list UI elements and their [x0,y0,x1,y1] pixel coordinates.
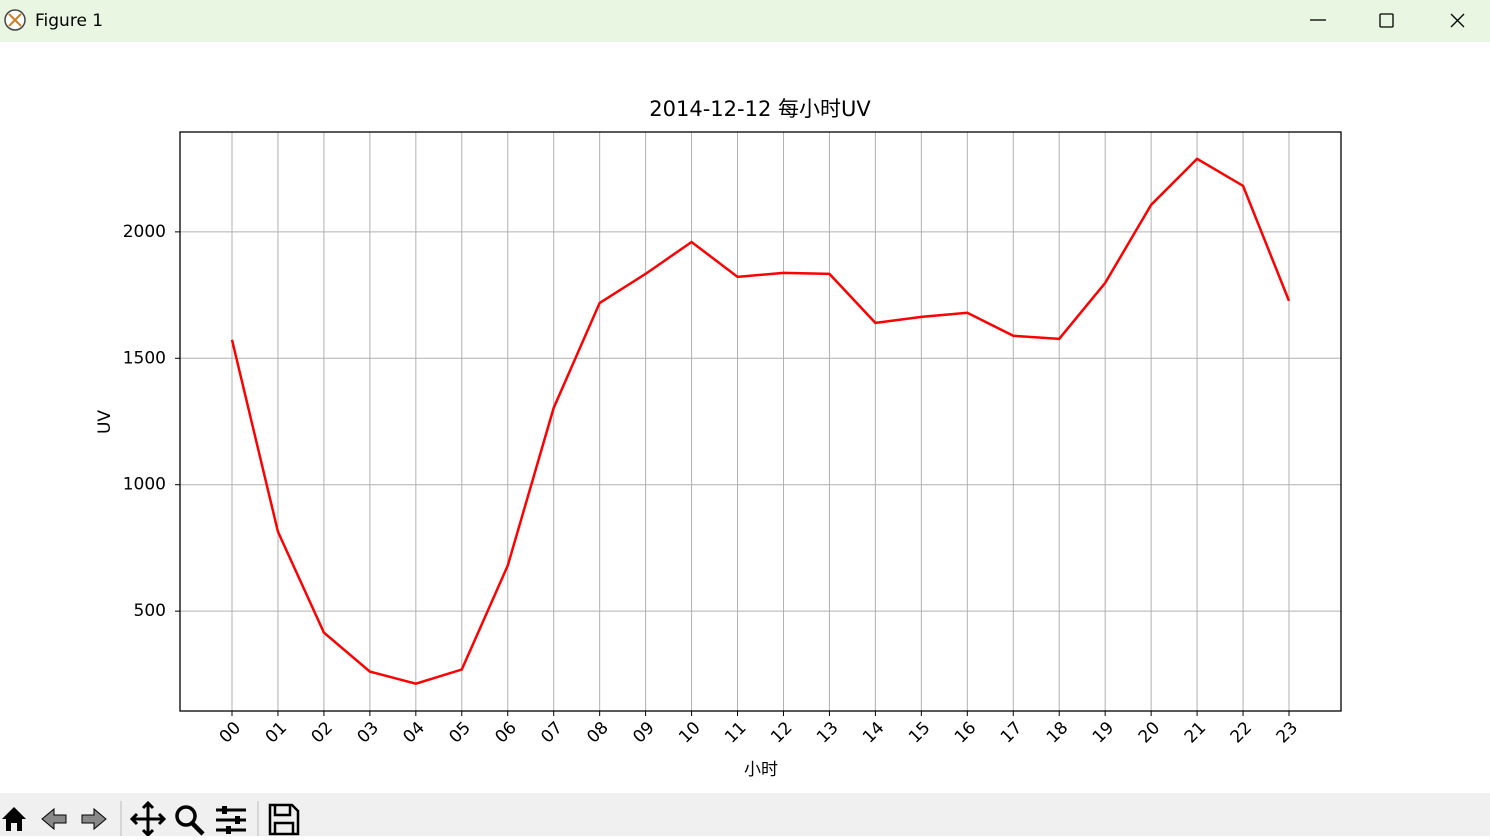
x-tick-label: 00 [216,718,245,747]
x-tick-label: 01 [262,718,291,747]
x-tick-label: 08 [583,718,612,747]
chart-title: 2014-12-12 每小时UV [649,97,871,121]
window-title: Figure 1 [35,11,103,31]
chart: 2014-12-12 每小时UV 小时 UV 500 1000 1500 2000 00… [95,97,1342,780]
title-bar-graphics: Figure 1 [4,9,1465,31]
app-icon-mark [8,13,22,27]
x-tick-label: 15 [905,718,934,747]
x-tick-label: 05 [445,718,474,747]
x-tick-label: 12 [767,718,796,747]
x-tick-label: 23 [1273,718,1302,747]
x-tick-label: 11 [721,718,750,747]
save-button[interactable] [268,803,300,836]
maximize-button[interactable] [1379,13,1394,28]
y-tick-label: 2000 [123,222,166,242]
y-tick-label: 1500 [123,348,166,368]
title-bar: Figure 1 [0,0,1490,42]
x-tick-label: 06 [491,718,520,747]
x-axis-label: 小时 [744,760,778,780]
data-line [230,157,1291,685]
toolbar [0,793,1490,838]
x-tick-label: 22 [1227,718,1256,747]
x-tick-label: 03 [353,718,382,747]
x-tick-label: 07 [537,718,566,747]
forward-button[interactable] [81,807,107,831]
pan-button[interactable] [129,800,167,838]
x-tick-label: 02 [308,718,337,747]
plot-frame [179,131,1342,712]
zoom-button[interactable] [175,805,197,827]
x-tick-label: 17 [997,718,1026,747]
y-tick-label: 500 [134,601,166,621]
x-tick-label: 10 [675,718,704,747]
y-tick-label: 1000 [123,475,166,495]
home-button[interactable] [2,807,26,831]
x-tick-label: 14 [859,718,888,747]
x-tick-label: 19 [1089,718,1118,747]
x-tick-label: 13 [813,718,842,747]
x-tick-label: 09 [629,718,658,747]
x-tick-label: 04 [399,718,428,747]
x-tick-label: 18 [1043,718,1072,747]
x-tick-label: 20 [1135,718,1164,747]
x-tick-label: 16 [951,718,980,747]
back-button[interactable] [41,807,67,831]
close-button[interactable] [1450,13,1465,28]
y-axis-label: UV [95,410,115,434]
x-tick-label: 21 [1181,718,1210,747]
toolbar-icons [2,800,300,838]
